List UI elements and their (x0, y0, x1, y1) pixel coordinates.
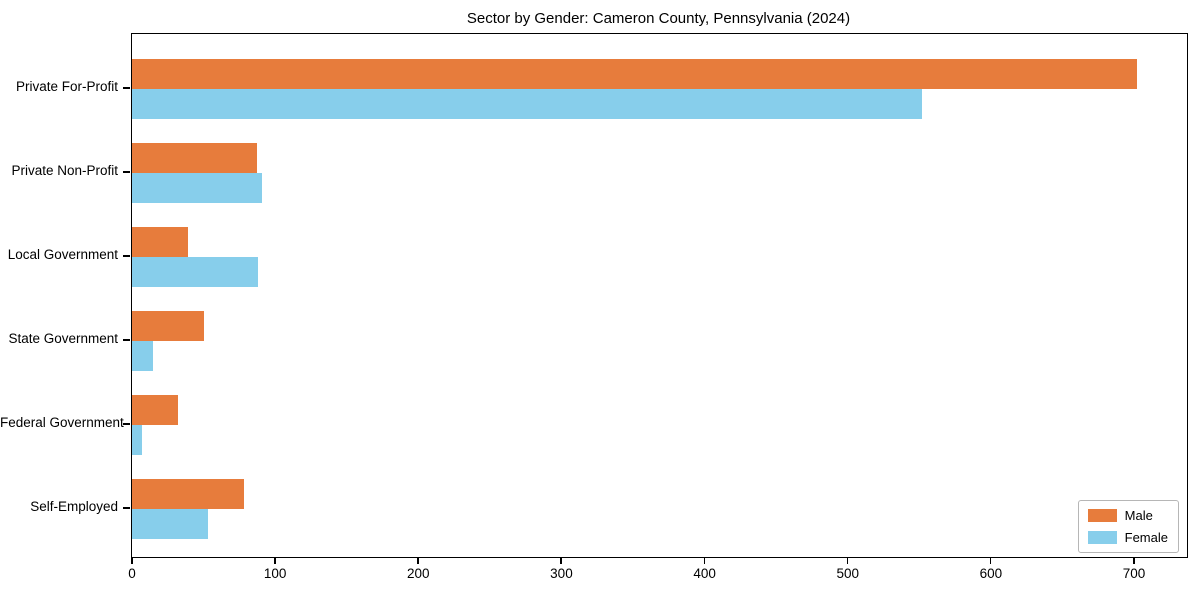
bar-female-federal-government (132, 425, 143, 455)
bar-female-self-employed (132, 509, 208, 539)
y-tick-label-local-government: Local Government (7, 247, 118, 262)
bar-male-private-for-profit (132, 59, 1137, 89)
bar-male-private-non-profit (132, 143, 257, 173)
x-tick-label-0: 0 (128, 566, 136, 581)
x-tick-mark (1133, 557, 1135, 564)
bar-male-local-government (132, 227, 188, 257)
x-tick-mark (846, 557, 849, 564)
x-tick-label-300: 300 (550, 566, 573, 581)
y-tick-mark (123, 423, 130, 425)
y-tick-mark (123, 87, 130, 89)
y-tick-label-federal-government: Federal Government (0, 415, 124, 430)
y-tick-mark (123, 507, 130, 509)
plot-area: Male Female (131, 33, 1188, 558)
legend-item-male: Male (1087, 508, 1168, 523)
x-tick-label-500: 500 (836, 566, 859, 581)
y-tick-label-private-for-profit: Private For-Profit (15, 79, 118, 94)
y-tick-mark (123, 171, 130, 173)
bar-female-local-government (132, 257, 258, 287)
y-tick-label-self-employed: Self-Employed (30, 499, 118, 514)
x-tick-label-100: 100 (263, 566, 287, 581)
x-tick-mark (131, 557, 133, 564)
legend-item-female: Female (1087, 530, 1168, 545)
legend-label-female: Female (1124, 530, 1168, 545)
y-tick-mark (123, 339, 130, 341)
x-tick-label-400: 400 (693, 566, 716, 581)
x-tick-label-600: 600 (979, 566, 1003, 581)
x-tick-mark (989, 557, 992, 564)
y-tick-label-state-government: State Government (8, 331, 118, 346)
x-tick-mark (417, 557, 419, 564)
bar-male-self-employed (132, 479, 244, 509)
bar-female-private-for-profit (132, 89, 923, 119)
x-tick-mark (560, 557, 562, 564)
bar-female-private-non-profit (132, 173, 263, 203)
x-tick-mark (703, 557, 706, 564)
legend: Male Female (1077, 500, 1179, 553)
legend-swatch-male (1087, 509, 1117, 522)
x-tick-label-200: 200 (407, 566, 430, 581)
x-tick-label-700: 700 (1122, 566, 1146, 581)
chart-title: Sector by Gender: Cameron County, Pennsy… (466, 10, 851, 27)
bar-male-federal-government (132, 395, 178, 425)
x-tick-mark (274, 557, 276, 564)
y-tick-label-private-non-profit: Private Non-Profit (11, 163, 118, 178)
bar-male-state-government (132, 311, 204, 341)
y-tick-mark (123, 255, 130, 257)
legend-swatch-female (1087, 531, 1117, 544)
legend-label-male: Male (1124, 508, 1153, 523)
bar-female-state-government (132, 341, 154, 371)
